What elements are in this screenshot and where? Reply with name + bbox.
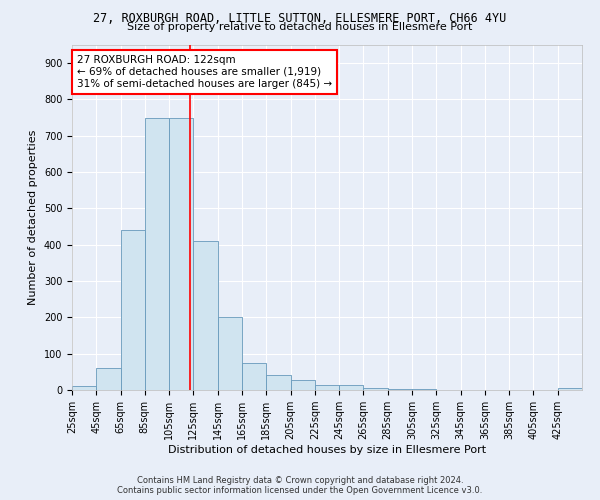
X-axis label: Distribution of detached houses by size in Ellesmere Port: Distribution of detached houses by size … — [168, 445, 486, 455]
Bar — [72, 386, 96, 390]
Bar — [121, 230, 145, 390]
Bar — [339, 386, 364, 390]
Bar — [145, 118, 169, 390]
Text: 27 ROXBURGH ROAD: 122sqm
← 69% of detached houses are smaller (1,919)
31% of sem: 27 ROXBURGH ROAD: 122sqm ← 69% of detach… — [77, 56, 332, 88]
Bar — [96, 368, 121, 390]
Bar — [266, 374, 290, 390]
Bar — [193, 241, 218, 390]
Bar — [290, 380, 315, 390]
Text: Contains HM Land Registry data © Crown copyright and database right 2024.
Contai: Contains HM Land Registry data © Crown c… — [118, 476, 482, 495]
Bar — [218, 318, 242, 390]
Bar — [242, 363, 266, 390]
Bar — [364, 388, 388, 390]
Text: Size of property relative to detached houses in Ellesmere Port: Size of property relative to detached ho… — [127, 22, 473, 32]
Y-axis label: Number of detached properties: Number of detached properties — [28, 130, 38, 305]
Bar — [315, 386, 339, 390]
Bar — [169, 118, 193, 390]
Bar — [558, 388, 582, 390]
Text: 27, ROXBURGH ROAD, LITTLE SUTTON, ELLESMERE PORT, CH66 4YU: 27, ROXBURGH ROAD, LITTLE SUTTON, ELLESM… — [94, 12, 506, 26]
